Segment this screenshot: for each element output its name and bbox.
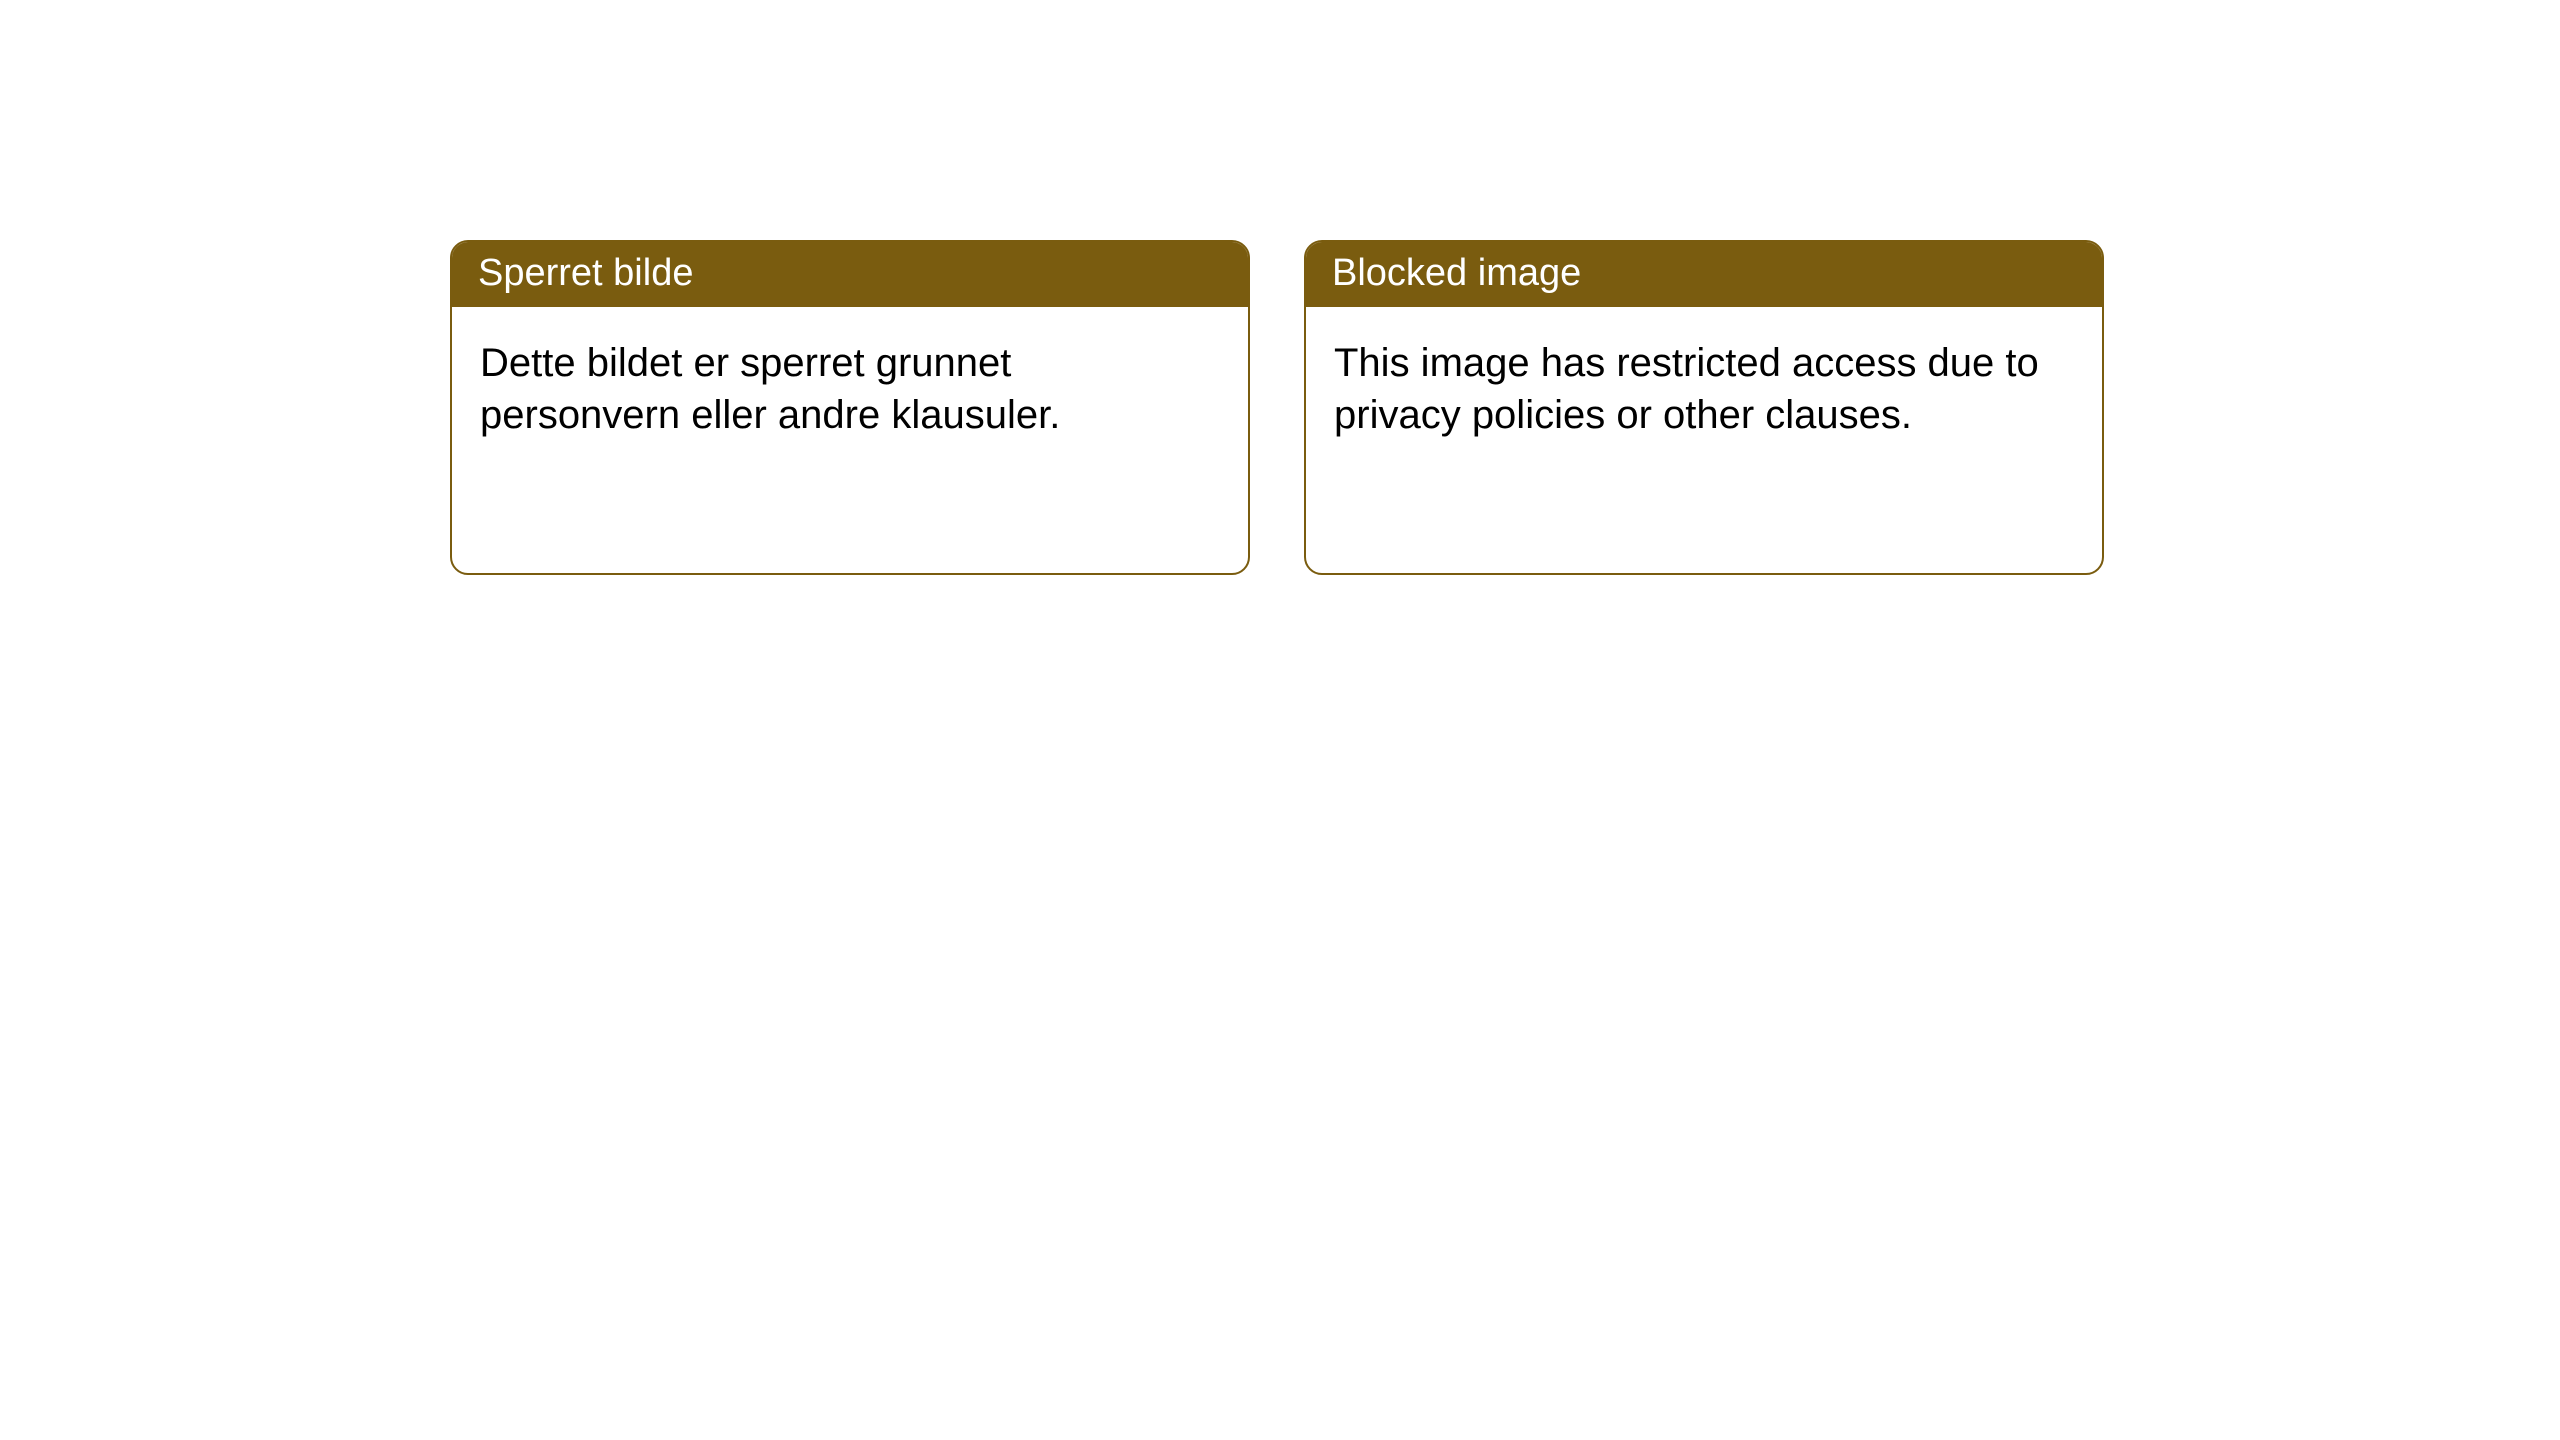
notice-container: Sperret bilde Dette bildet er sperret gr… — [450, 240, 2104, 575]
notice-body: Dette bildet er sperret grunnet personve… — [452, 307, 1248, 471]
notice-body: This image has restricted access due to … — [1306, 307, 2102, 471]
notice-card-english: Blocked image This image has restricted … — [1304, 240, 2104, 575]
notice-header: Blocked image — [1306, 242, 2102, 307]
notice-card-norwegian: Sperret bilde Dette bildet er sperret gr… — [450, 240, 1250, 575]
notice-header: Sperret bilde — [452, 242, 1248, 307]
